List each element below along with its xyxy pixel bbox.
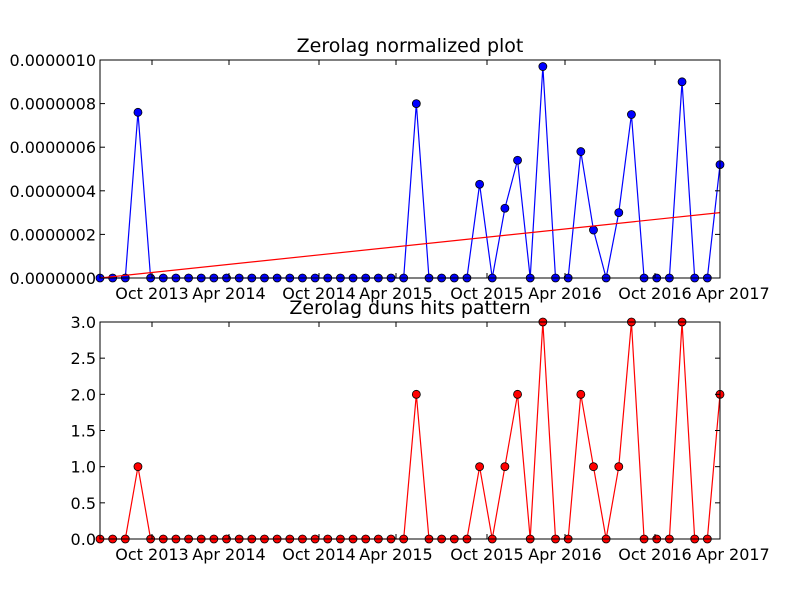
bottom-chart-title: Zerolag duns hits pattern bbox=[289, 297, 530, 319]
bottom-x-tick-label: Apr 2016 bbox=[528, 545, 601, 564]
bottom-y-tick-label: 3.0 bbox=[71, 313, 96, 332]
bottom-series-0-point bbox=[589, 462, 598, 472]
top-y-tick-label: 0.0000004 bbox=[9, 182, 96, 201]
top-series-0-point bbox=[589, 225, 598, 235]
top-chart-panel: Zerolag normalized plot 0.00000000.00000… bbox=[9, 35, 769, 303]
top-x-tick-label: Apr 2015 bbox=[359, 284, 432, 303]
bottom-x-tick-label: Oct 2014 bbox=[282, 545, 355, 564]
top-series-0-point bbox=[627, 110, 636, 119]
bottom-series-0-point bbox=[513, 389, 522, 399]
bottom-y-tick-label: 0.5 bbox=[71, 494, 96, 513]
top-series-0-point bbox=[677, 77, 687, 87]
bottom-x-tick-label: Oct 2016 bbox=[618, 545, 691, 564]
top-series-0-point bbox=[576, 147, 586, 156]
bottom-y-tick-label: 0.0 bbox=[71, 530, 96, 549]
top-y-tick-label: 0.0000002 bbox=[9, 225, 96, 244]
bottom-x-tick-label: Apr 2015 bbox=[359, 545, 432, 564]
top-y-tick-label: 0.0000006 bbox=[9, 138, 96, 157]
bottom-series-0-point bbox=[500, 462, 510, 472]
top-x-tick-label: Apr 2014 bbox=[192, 284, 265, 303]
top-chart-axes: 0.0000000 0.0000002 0.0000004 0.0000006 0.00… bbox=[9, 51, 769, 303]
bottom-chart-panel: 0.0 0.5 1.0 1.5 2.0 2.5 3.0 Oct 2013 Apr 2014 Oct… bbox=[71, 297, 770, 564]
bottom-series-0-point bbox=[133, 462, 143, 472]
bottom-series-0-point bbox=[576, 389, 586, 399]
bottom-x-tick-label: Oct 2013 bbox=[115, 545, 188, 564]
top-y-tick-label: 0.0000010 bbox=[9, 51, 96, 70]
bottom-y-tick-label: 1.0 bbox=[71, 458, 96, 477]
bottom-x-tick-label: Apr 2014 bbox=[192, 545, 265, 564]
top-series-0-point bbox=[538, 62, 548, 71]
top-series-0-point bbox=[411, 99, 421, 108]
top-x-tick-label: Oct 2015 bbox=[450, 284, 523, 303]
top-y-tick-label: 0.0000008 bbox=[9, 95, 96, 114]
top-series-0-point bbox=[500, 203, 510, 213]
top-x-tick-label: Oct 2016 bbox=[618, 284, 691, 303]
top-series-0-point bbox=[513, 155, 522, 165]
top-x-tick-label: Apr 2016 bbox=[528, 284, 601, 303]
bottom-series-0-point bbox=[614, 462, 624, 472]
bottom-series-0-point bbox=[411, 389, 421, 399]
bottom-y-tick-label: 2.5 bbox=[71, 349, 96, 368]
bottom-x-tick-label: Apr 2017 bbox=[696, 545, 769, 564]
top-chart-title: Zerolag normalized plot bbox=[297, 35, 524, 57]
bottom-chart-axes: 0.0 0.5 1.0 1.5 2.0 2.5 3.0 Oct 2013 Apr 2014 Oct… bbox=[71, 313, 770, 564]
top-x-tick-label: Oct 2014 bbox=[282, 284, 355, 303]
top-x-tick-label: Oct 2013 bbox=[115, 284, 188, 303]
top-series-0-point bbox=[133, 107, 143, 117]
bottom-y-tick-label: 1.5 bbox=[71, 422, 96, 441]
bottom-y-tick-label: 2.0 bbox=[71, 385, 96, 404]
bottom-x-tick-label: Oct 2015 bbox=[450, 545, 523, 564]
top-series-1-line bbox=[99, 212, 721, 279]
top-series-0-point bbox=[475, 179, 484, 189]
top-chart-frame bbox=[99, 59, 721, 279]
top-y-tick-label: 0.0000000 bbox=[9, 269, 96, 288]
top-x-tick-label: Apr 2017 bbox=[696, 284, 769, 303]
bottom-series-0-point bbox=[475, 462, 484, 472]
top-series-0-point bbox=[614, 208, 624, 218]
